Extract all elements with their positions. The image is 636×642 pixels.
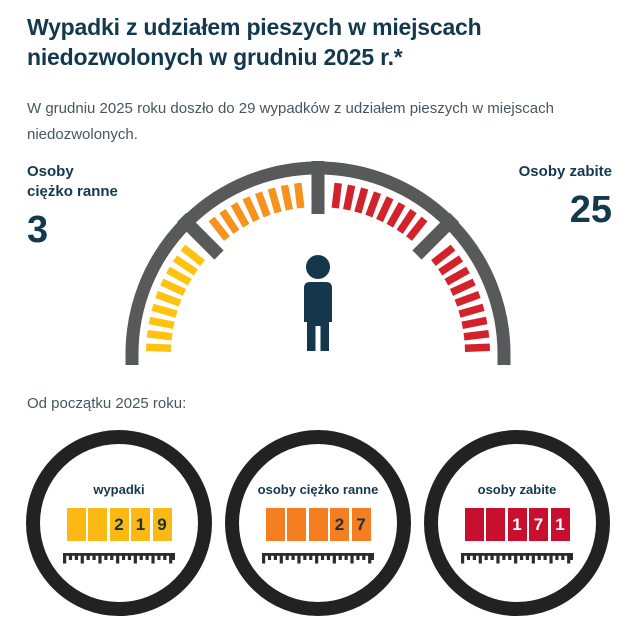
digit-block: 7 <box>529 508 548 541</box>
person-icon <box>304 255 332 351</box>
digit-block: 7 <box>351 508 371 541</box>
killed-label: Osoby zabite <box>518 163 612 180</box>
severely-injured-label: Osoby ciężko ranne <box>27 163 118 200</box>
gauge-chart <box>125 161 511 365</box>
digit-block <box>287 508 306 541</box>
severely-injured-value: 3 <box>27 209 49 251</box>
digit-block <box>486 508 505 541</box>
digit-block: 1 <box>507 508 527 541</box>
digit-block: 1 <box>550 508 570 541</box>
counter-label: wypadki <box>93 482 145 497</box>
digit-block <box>66 508 86 541</box>
digit-block: 2 <box>109 508 129 541</box>
stat-severely-injured: Osoby ciężko ranne 3 <box>27 162 118 250</box>
counter-label: osoby zabite <box>477 482 557 497</box>
gauge-section: Osoby ciężko ranne 3 Osoby zabite 25 <box>0 154 636 382</box>
subtitle: W grudniu 2025 roku doszło do 29 wypadkó… <box>27 100 554 143</box>
counter-ruler <box>262 553 374 564</box>
page-title: Wypadki z udziałem pieszych w miejscach … <box>27 14 482 70</box>
counter-ruler <box>63 553 175 564</box>
stat-killed: Osoby zabite 25 <box>519 162 612 230</box>
digit-block: 2 <box>330 508 349 541</box>
digit-block <box>88 508 107 541</box>
digit-block <box>464 508 484 541</box>
digit-block: 9 <box>152 508 172 541</box>
counter-label: osoby ciężko ranne <box>257 482 379 497</box>
digit-block: 1 <box>131 508 150 541</box>
killed-value: 25 <box>569 189 612 231</box>
counter-ruler <box>461 553 573 564</box>
digit-block <box>308 508 328 541</box>
digit-block <box>265 508 285 541</box>
ytd-heading: Od początku 2025 roku: <box>27 395 187 412</box>
